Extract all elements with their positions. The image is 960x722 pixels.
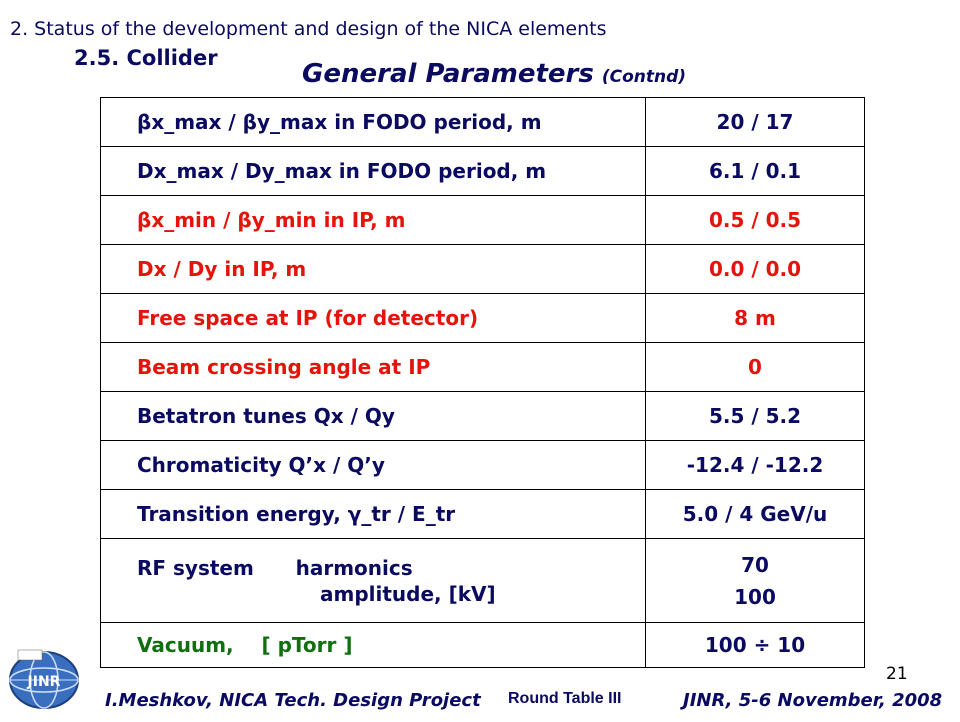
header-line: 2. Status of the development and design …	[10, 18, 607, 40]
table-row: Free space at IP (for detector) 8 m	[100, 293, 865, 343]
row-label: Chromaticity Q’x / Q’y	[100, 440, 646, 490]
row-value: 0	[645, 342, 865, 392]
row-label: Free space at IP (for detector)	[100, 293, 646, 343]
row-value: 8 m	[645, 293, 865, 343]
footer-event: Round Table III	[508, 690, 622, 707]
table-row: βx_max / βy_max in FODO period, m 20 / 1…	[100, 97, 865, 147]
rf-value-amplitude: 100	[734, 584, 776, 609]
table-row: Dx / Dy in IP, m 0.0 / 0.0	[100, 244, 865, 294]
row-value: 5.5 / 5.2	[645, 391, 865, 441]
vacuum-row: Vacuum, [ pTorr ] 100 ÷ 10	[100, 622, 865, 668]
footer-location-date: JINR, 5-6 November, 2008	[683, 690, 943, 711]
row-label: Beam crossing angle at IP	[100, 342, 646, 392]
table-row: Betatron tunes Qx / Qy 5.5 / 5.2	[100, 391, 865, 441]
footer-author: I.Meshkov, NICA Tech. Design Project	[105, 690, 481, 711]
row-label: Dx / Dy in IP, m	[100, 244, 646, 294]
table-row: Transition energy, γ_tr / E_tr 5.0 / 4 G…	[100, 489, 865, 539]
row-label: βx_min / βy_min in IP, m	[100, 195, 646, 245]
row-value: 0.0 / 0.0	[645, 244, 865, 294]
table-row: Chromaticity Q’x / Q’y -12.4 / -12.2	[100, 440, 865, 490]
rf-system-label: RF system harmonics amplitude, [kV]	[100, 538, 646, 623]
row-label: Betatron tunes Qx / Qy	[100, 391, 646, 441]
jinr-logo: JINR	[4, 644, 84, 718]
rf-label-line2: amplitude, [kV]	[320, 581, 496, 606]
row-label: Transition energy, γ_tr / E_tr	[100, 489, 646, 539]
title-suffix: (Contnd)	[601, 67, 687, 87]
parameters-table: βx_max / βy_max in FODO period, m 20 / 1…	[100, 97, 865, 668]
row-label: Dx_max / Dy_max in FODO period, m	[100, 146, 646, 196]
row-label: βx_max / βy_max in FODO period, m	[100, 97, 646, 147]
rf-system-row: RF system harmonics amplitude, [kV] 70 1…	[100, 538, 865, 623]
rf-system-value: 70 100	[645, 538, 865, 623]
rf-label-line1: RF system harmonics	[137, 555, 413, 580]
slide-title: General Parameters (Contnd)	[302, 59, 686, 89]
table-row: Beam crossing angle at IP 0	[100, 342, 865, 392]
row-value: 20 / 17	[645, 97, 865, 147]
table-row: βx_min / βy_min in IP, m 0.5 / 0.5	[100, 195, 865, 245]
logo-text: JINR	[27, 674, 61, 690]
title-main: General Parameters	[302, 59, 594, 89]
section-title: 2.5. Collider	[74, 46, 218, 70]
jinr-logo-icon: JINR	[4, 644, 84, 718]
row-value: 0.5 / 0.5	[645, 195, 865, 245]
row-value: 5.0 / 4 GeV/u	[645, 489, 865, 539]
page-number: 21	[886, 664, 908, 684]
row-value: -12.4 / -12.2	[645, 440, 865, 490]
row-value: 6.1 / 0.1	[645, 146, 865, 196]
table-row: Dx_max / Dy_max in FODO period, m 6.1 / …	[100, 146, 865, 196]
vacuum-label: Vacuum, [ pTorr ]	[100, 622, 646, 668]
rf-value-harmonics: 70	[741, 552, 769, 577]
vacuum-value: 100 ÷ 10	[645, 622, 865, 668]
